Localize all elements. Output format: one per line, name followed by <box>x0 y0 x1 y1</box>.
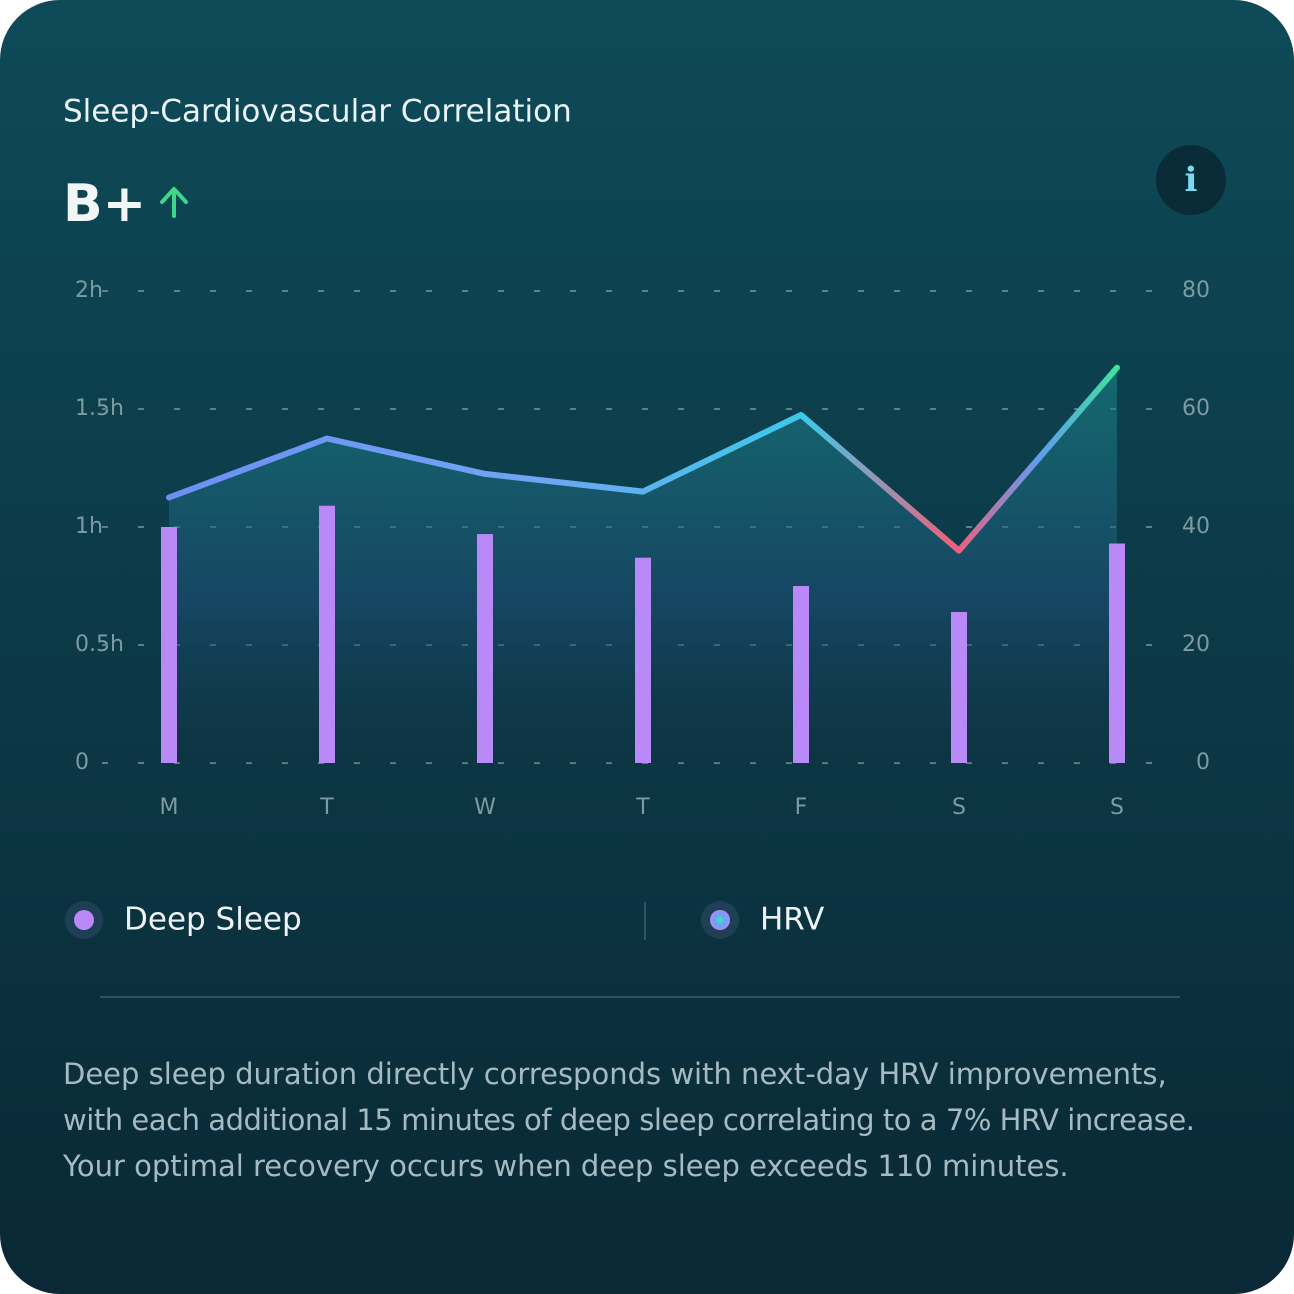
x-tick-label: S <box>952 795 966 820</box>
legend-label: Deep Sleep <box>124 902 302 938</box>
bar <box>477 534 493 763</box>
bar <box>319 505 335 763</box>
legend-label: HRV <box>760 902 824 938</box>
bar <box>161 527 177 763</box>
x-tick-label: F <box>795 795 808 820</box>
y-tick-label: 1.5h <box>75 396 124 421</box>
bar <box>1109 543 1125 763</box>
y-tick-label: 2h <box>75 278 103 303</box>
info-button[interactable]: i <box>1156 145 1226 215</box>
plot: 0 0.5h 1h 1.5h 2h 0 20 40 60 80 M T W T F S S <box>75 278 1210 820</box>
y2-tick-label: 60 <box>1182 396 1210 421</box>
y-tick-label: 1h <box>75 514 103 539</box>
x-tick-label: W <box>474 795 496 820</box>
description: Deep sleep duration directly corresponds… <box>62 1057 1195 1183</box>
legend-dot <box>710 910 730 930</box>
y2-tick-label: 80 <box>1182 278 1210 303</box>
x-tick-label: M <box>160 795 179 820</box>
card-title: Sleep-Cardiovascular Correlation <box>63 94 572 130</box>
description-line: with each additional 15 minutes of deep … <box>63 1103 1195 1137</box>
y2-tick-label: 40 <box>1182 514 1210 539</box>
description-line: Your optimal recovery occurs when deep s… <box>62 1149 1069 1183</box>
x-tick-label: T <box>635 795 650 820</box>
grade: B+ <box>63 174 146 234</box>
info-icon[interactable]: i <box>1185 160 1198 200</box>
x-tick-label: T <box>319 795 334 820</box>
y2-tick-label: 20 <box>1182 632 1210 657</box>
legend-dot <box>74 910 94 930</box>
y-tick-label: 0.5h <box>75 632 124 657</box>
line <box>166 364 1120 554</box>
trend-up-icon <box>160 187 188 218</box>
x-tick-label: S <box>1110 795 1124 820</box>
y-tick-label: 0 <box>75 750 89 775</box>
bar <box>635 557 651 763</box>
info-button-bg[interactable] <box>1156 145 1226 215</box>
description-line: Deep sleep duration directly corresponds… <box>63 1057 1167 1091</box>
bar <box>951 611 967 763</box>
y2-tick-label: 0 <box>1196 750 1210 775</box>
bar <box>793 586 809 763</box>
